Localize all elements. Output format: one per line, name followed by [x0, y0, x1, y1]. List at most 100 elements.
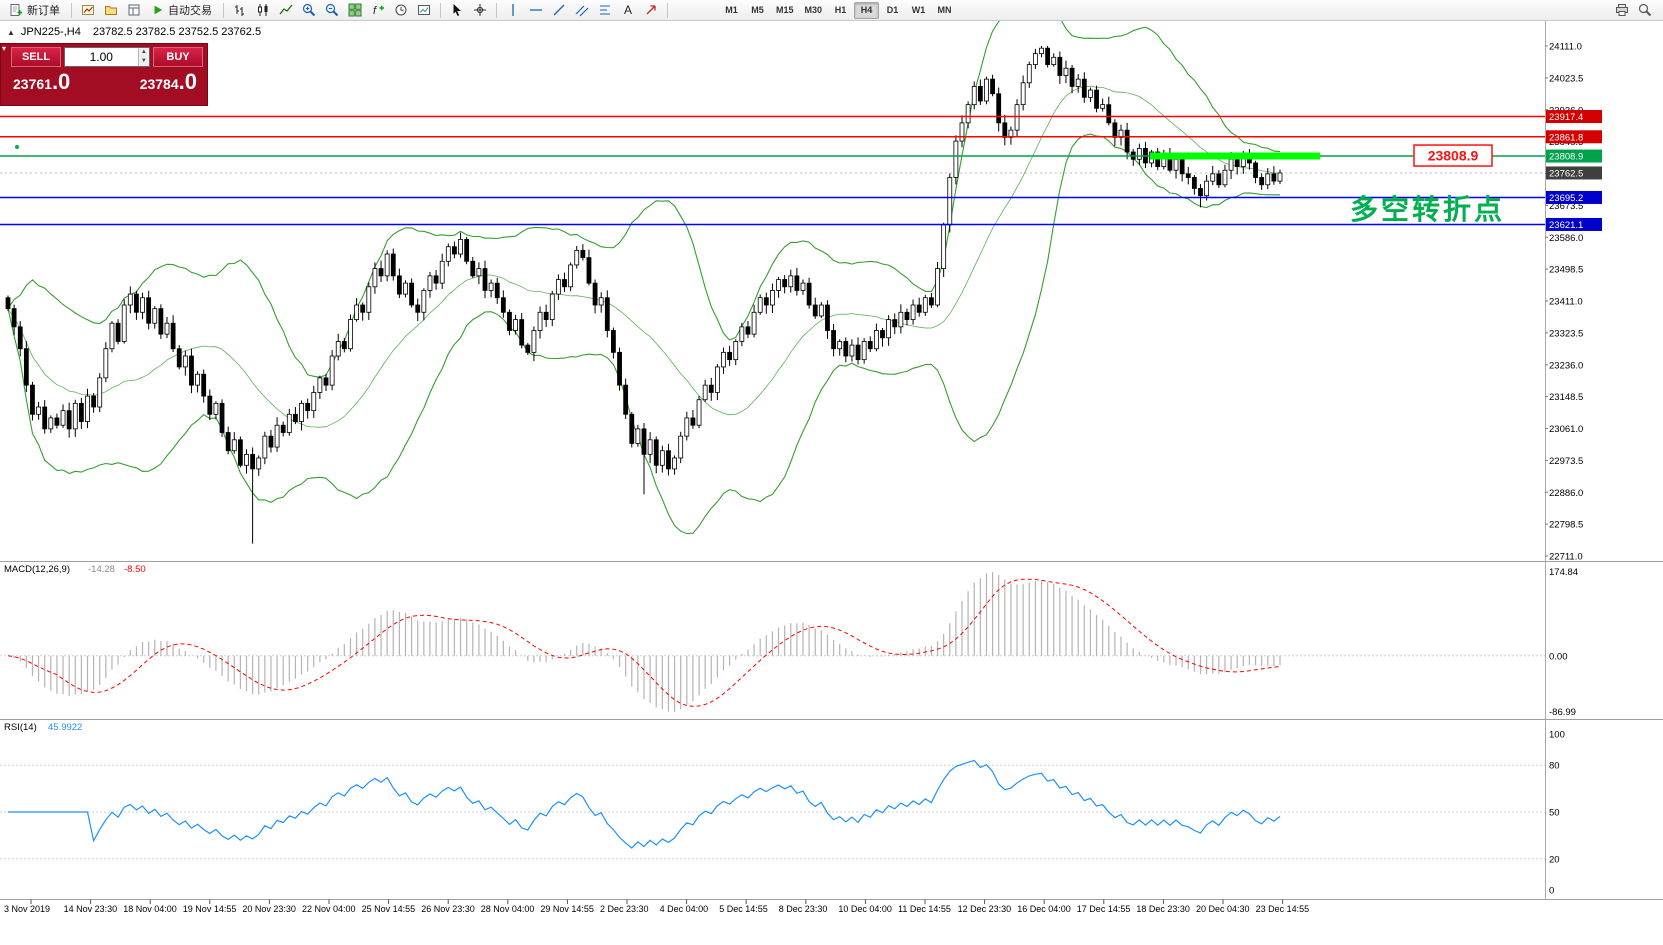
search-icon[interactable] [1634, 1, 1656, 19]
sell-button[interactable]: SELL [11, 47, 61, 67]
time-axis-label: 10 Dec 04:00 [838, 904, 892, 914]
price-badge [1546, 130, 1602, 144]
new-order-button[interactable]: 新订单 [3, 1, 66, 19]
price-badge [1546, 110, 1602, 124]
toolbar-separator [440, 2, 441, 18]
arrows-icon[interactable] [640, 1, 662, 19]
svg-text:A: A [624, 3, 632, 17]
timeframe-d1[interactable]: D1 [880, 2, 905, 19]
toolbar-separator [71, 2, 72, 18]
volume-input[interactable] [65, 48, 138, 66]
new-chart-icon[interactable] [77, 1, 99, 19]
price-axis-label: 22798.5 [1549, 520, 1583, 531]
ohlc-readout: 23782.5 23782.5 23752.5 23762.5 [92, 26, 262, 38]
macd-signal-value: -8.50 [124, 564, 146, 575]
zoom-out-icon[interactable] [321, 1, 343, 19]
autotrading-label: 自动交易 [168, 5, 212, 17]
volume-down-icon[interactable]: ▼ [138, 57, 149, 66]
indicators-icon[interactable]: f [367, 1, 389, 19]
price-axis-label: 23411.0 [1549, 297, 1583, 308]
tile-windows-icon[interactable] [344, 1, 366, 19]
price-callout-box[interactable] [1413, 144, 1493, 167]
price-axis-label: 22711.0 [1549, 552, 1583, 563]
templates-icon[interactable] [413, 1, 435, 19]
autotrading-button[interactable]: 自动交易 [146, 1, 218, 19]
macd-scale-zero: 0.00 [1549, 651, 1568, 662]
toolbar-separator [667, 2, 668, 18]
timeframe-mn[interactable]: MN [932, 2, 957, 19]
time-axis-label: 17 Dec 14:55 [1077, 904, 1131, 914]
time-axis-label: 26 Nov 23:30 [421, 904, 475, 914]
chart-window-icon: ▲ [7, 27, 15, 37]
price-axis-label: 23586.0 [1549, 233, 1583, 244]
vline-icon[interactable] [502, 1, 524, 19]
volume-up-icon[interactable]: ▲ [138, 48, 149, 57]
price-axis-label: 24023.5 [1549, 73, 1583, 84]
trendline-icon[interactable] [548, 1, 570, 19]
candlestick-icon[interactable] [252, 1, 274, 19]
chart-marker-dot [15, 145, 19, 149]
chart-title-bar: ▲ JPN225-,H4 23782.5 23782.5 23752.5 237… [7, 26, 261, 38]
toolbar-separator [223, 2, 224, 18]
data-window-icon[interactable] [123, 1, 145, 19]
price-axis-label: 22973.5 [1549, 456, 1583, 467]
time-axis-label: 3 Nov 2019 [4, 904, 50, 914]
bar-chart-icon[interactable] [229, 1, 251, 19]
timeframe-h4[interactable]: H4 [854, 1, 880, 19]
turning-point-annotation[interactable]: 多空转折点 [1350, 193, 1505, 225]
timeframe-m15[interactable]: M15 [771, 2, 799, 19]
timeframe-m1[interactable]: M1 [719, 2, 744, 19]
hline-icon[interactable] [525, 1, 547, 19]
price-callout-text: 23808.9 [1428, 148, 1479, 164]
macd-value: -14.28 [88, 564, 115, 575]
time-axis-label: 23 Dec 14:55 [1256, 904, 1310, 914]
timeframe-m5[interactable]: M5 [745, 2, 770, 19]
price-badge [1546, 190, 1602, 204]
time-axis-label: 19 Nov 14:55 [183, 904, 237, 914]
time-axis-label: 8 Dec 23:30 [779, 904, 828, 914]
price-axis-label: 22886.0 [1549, 488, 1583, 499]
time-axis-label: 14 Nov 23:30 [64, 904, 118, 914]
price-axis-label: 24111.0 [1549, 42, 1582, 53]
panel-collapse-icon[interactable]: ▾ [2, 44, 7, 53]
volume-stepper: ▲ ▼ [64, 47, 150, 67]
price-badge-text: 23861.8 [1549, 132, 1583, 143]
sell-price[interactable]: 23761.0 [13, 69, 71, 94]
macd-signal-line [7, 578, 1281, 707]
text-icon[interactable]: A [617, 1, 639, 19]
price-badge-text: 23621.1 [1549, 220, 1583, 231]
price-badge [1546, 217, 1602, 231]
line-chart-icon[interactable] [275, 1, 297, 19]
timeframe-m30[interactable]: M30 [800, 2, 828, 19]
buy-price[interactable]: 23784.0 [139, 69, 197, 94]
timeframe-w1[interactable]: W1 [906, 2, 931, 19]
time-axis-label: 29 Nov 14:55 [540, 904, 594, 914]
fibo-icon[interactable] [594, 1, 616, 19]
candles-layer [5, 46, 1283, 544]
cursor-icon[interactable] [446, 1, 468, 19]
buy-button[interactable]: BUY [153, 47, 203, 67]
autotrading-play-icon [152, 4, 164, 16]
price-badge-text: 23808.9 [1549, 152, 1583, 163]
time-axis-label: 11 Dec 14:55 [898, 904, 951, 914]
macd-label: MACD(12,26,9) [4, 564, 70, 575]
profiles-icon[interactable] [100, 1, 122, 19]
time-axis-label: 25 Nov 14:55 [362, 904, 416, 914]
zoom-in-icon[interactable] [298, 1, 320, 19]
svg-text:f: f [373, 5, 377, 17]
crosshair-icon[interactable] [469, 1, 491, 19]
channel-icon[interactable] [571, 1, 593, 19]
time-axis-label: 5 Dec 14:55 [719, 904, 768, 914]
time-axis: 3 Nov 2019 14 Nov 23:30 18 Nov 04:00 19 Nov… [4, 899, 1310, 914]
price-badge [1546, 149, 1602, 163]
periods-icon[interactable] [390, 1, 412, 19]
price-badge [1546, 166, 1602, 180]
print-icon[interactable] [1611, 1, 1633, 19]
rsi-scale-label: 80 [1549, 761, 1560, 772]
price-axis-label: 23148.5 [1549, 392, 1583, 403]
price-axis-label: 23323.5 [1549, 328, 1583, 339]
timeframe-h1[interactable]: H1 [828, 2, 853, 19]
rsi-value: 45.9922 [48, 722, 82, 733]
